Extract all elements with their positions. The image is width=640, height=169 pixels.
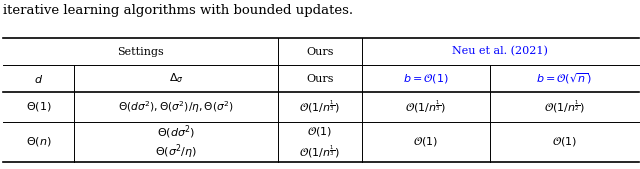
Text: $b = \mathcal{O}(\sqrt{n})$: $b = \mathcal{O}(\sqrt{n})$ (536, 71, 592, 86)
Text: $\Theta(d\sigma^2),\Theta(\sigma^2)/\eta,\Theta(\sigma^2)$: $\Theta(d\sigma^2),\Theta(\sigma^2)/\eta… (118, 99, 234, 115)
Text: $\Theta(\sigma^2/\eta)$: $\Theta(\sigma^2/\eta)$ (155, 143, 197, 161)
Text: $d$: $d$ (34, 73, 43, 85)
Text: $\mathcal{O}(1/n^{\frac{1}{2}})$: $\mathcal{O}(1/n^{\frac{1}{2}})$ (543, 99, 585, 115)
Text: $b = \mathcal{O}(1)$: $b = \mathcal{O}(1)$ (403, 72, 449, 85)
Text: $\mathcal{O}(1/n^{\frac{1}{3}})$: $\mathcal{O}(1/n^{\frac{1}{3}})$ (300, 167, 340, 169)
Text: $\Theta(n)$: $\Theta(n)$ (26, 136, 51, 148)
Text: $\mathcal{O}(1)$: $\mathcal{O}(1)$ (552, 136, 577, 148)
Text: $\mathcal{O}(1/n^{\frac{1}{3}})$: $\mathcal{O}(1/n^{\frac{1}{3}})$ (300, 99, 340, 115)
Text: iterative learning algorithms with bounded updates.: iterative learning algorithms with bound… (3, 5, 353, 17)
Text: $\Theta(\sigma^2)$: $\Theta(\sigma^2)$ (161, 167, 191, 169)
Text: Ours: Ours (307, 74, 333, 84)
Text: $\Delta_\sigma$: $\Delta_\sigma$ (168, 72, 184, 86)
Text: $\mathcal{O}(1)$: $\mathcal{O}(1)$ (307, 125, 333, 138)
Text: Settings: Settings (117, 46, 164, 57)
Text: $\mathcal{O}(1)$: $\mathcal{O}(1)$ (413, 136, 438, 148)
Text: $\mathcal{O}(1/n^{\frac{1}{3}})$: $\mathcal{O}(1/n^{\frac{1}{3}})$ (405, 99, 446, 115)
Text: $\Theta(1)$: $\Theta(1)$ (26, 100, 51, 113)
Text: Ours: Ours (307, 46, 333, 57)
Text: $\mathcal{O}(1/n^{\frac{1}{3}})$: $\mathcal{O}(1/n^{\frac{1}{3}})$ (300, 144, 340, 160)
Text: Neu et al. (2021): Neu et al. (2021) (452, 46, 548, 57)
Text: $\Theta(d\sigma^2)$: $\Theta(d\sigma^2)$ (157, 123, 195, 141)
